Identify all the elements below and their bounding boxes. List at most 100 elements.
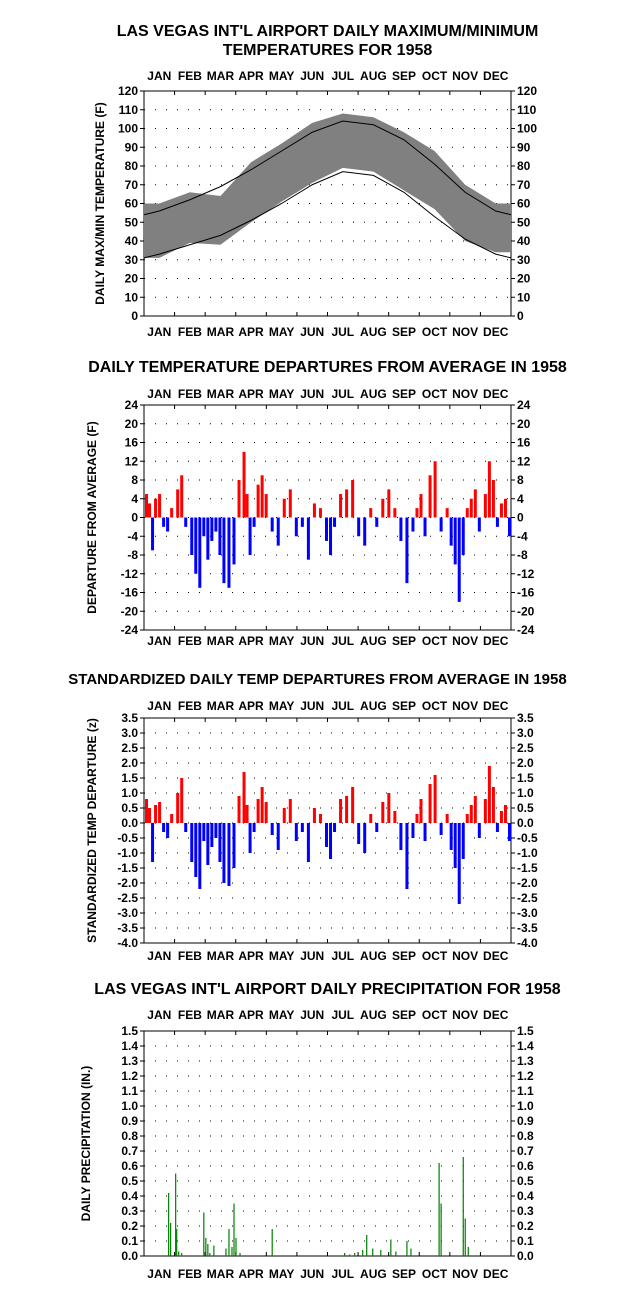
precip-bar bbox=[209, 1253, 211, 1256]
y-tick-label-right: 1.4 bbox=[517, 1039, 534, 1053]
below-average-bar bbox=[194, 517, 198, 574]
x-tick-label-bottom: NOV bbox=[452, 1267, 478, 1281]
above-average-bar bbox=[237, 480, 241, 518]
x-tick-label-top: MAY bbox=[269, 69, 295, 83]
below-average-bar bbox=[198, 517, 202, 588]
x-tick-label-top: OCT bbox=[422, 387, 448, 401]
x-tick-label-top: DEC bbox=[483, 69, 509, 83]
precip-bar bbox=[410, 1248, 412, 1256]
x-tick-label-top: NOV bbox=[452, 699, 478, 713]
below-average-bar bbox=[222, 517, 226, 584]
temperature-range-band bbox=[144, 113, 511, 258]
above-average-bar bbox=[245, 805, 249, 823]
y-tick-label-left: 16 bbox=[125, 436, 139, 450]
precip-bar bbox=[205, 1238, 207, 1256]
x-tick-label-top: JUN bbox=[300, 699, 324, 713]
y-tick-label-left: 80 bbox=[125, 159, 139, 173]
y-tick-label-left: 2.5 bbox=[121, 741, 138, 755]
above-average-bar bbox=[318, 814, 322, 823]
below-average-bar bbox=[333, 517, 337, 527]
precip-bar bbox=[233, 1203, 235, 1256]
above-average-bar bbox=[499, 811, 503, 823]
below-average-bar bbox=[232, 517, 236, 565]
y-tick-label-left: 60 bbox=[125, 197, 139, 211]
y-tick-label-right: 0.4 bbox=[517, 1189, 534, 1203]
below-average-bar bbox=[457, 517, 461, 602]
precip-bar bbox=[178, 1251, 180, 1256]
x-tick-label-bottom: SEP bbox=[392, 949, 416, 963]
above-average-bar bbox=[170, 814, 174, 823]
above-average-bar bbox=[339, 799, 343, 823]
above-average-bar bbox=[381, 498, 385, 518]
below-average-bar bbox=[248, 823, 252, 853]
below-average-bar bbox=[151, 517, 155, 551]
above-average-bar bbox=[487, 766, 491, 823]
y-tick-label-left: 40 bbox=[125, 234, 139, 248]
above-average-bar bbox=[154, 498, 158, 518]
precip-bar bbox=[366, 1235, 368, 1256]
above-average-bar bbox=[288, 799, 292, 823]
y-axis-label: DAILY MAX/MIN TEMPERATURE (F) bbox=[93, 102, 107, 304]
x-tick-label-bottom: NOV bbox=[452, 325, 478, 339]
y-axis-label: DEPARTURE FROM AVERAGE (F) bbox=[85, 421, 99, 613]
chart-title: LAS VEGAS INT'L AIRPORT DAILY PRECIPITAT… bbox=[94, 981, 561, 998]
above-average-bar bbox=[428, 784, 432, 823]
above-average-bar bbox=[154, 805, 158, 823]
y-tick-label-left: 1.1 bbox=[121, 1084, 138, 1098]
above-average-bar bbox=[256, 484, 260, 518]
y-axis-label: STANDARDIZED TEMP DEPARTURE (z) bbox=[85, 718, 99, 943]
below-average-bar bbox=[184, 517, 188, 527]
y-tick-label-right: 1.0 bbox=[517, 1099, 534, 1113]
below-average-bar bbox=[227, 823, 231, 886]
precip-bar bbox=[406, 1241, 408, 1256]
y-tick-label-right: -2.5 bbox=[517, 891, 538, 905]
x-tick-label-bottom: DEC bbox=[483, 634, 509, 648]
above-average-bar bbox=[256, 799, 260, 823]
below-average-bar bbox=[461, 517, 465, 555]
above-average-bar bbox=[145, 494, 149, 518]
x-tick-label-top: SEP bbox=[392, 699, 416, 713]
x-tick-label-bottom: AUG bbox=[360, 949, 387, 963]
y-tick-label-right: 0 bbox=[517, 511, 524, 525]
x-tick-label-top: MAY bbox=[269, 1008, 295, 1022]
y-tick-label-left: 0.2 bbox=[121, 1219, 138, 1233]
x-tick-label-bottom: MAR bbox=[207, 949, 235, 963]
x-tick-label-bottom: JUL bbox=[331, 949, 354, 963]
y-tick-label-left: -3.0 bbox=[117, 906, 138, 920]
normal-max-line bbox=[143, 120, 512, 216]
below-average-bar bbox=[329, 823, 333, 859]
x-tick-label-top: MAY bbox=[269, 699, 295, 713]
y-tick-label-right: -4 bbox=[517, 529, 528, 543]
below-average-bar bbox=[222, 823, 226, 883]
x-tick-label-bottom: FEB bbox=[178, 634, 202, 648]
y-tick-label-right: 1.2 bbox=[517, 1069, 534, 1083]
y-tick-label-right: 10 bbox=[517, 290, 531, 304]
above-average-bar bbox=[393, 811, 397, 823]
y-tick-label-left: 20 bbox=[125, 272, 139, 286]
x-tick-label-bottom: MAR bbox=[207, 325, 235, 339]
x-tick-label-bottom: AUG bbox=[360, 325, 387, 339]
below-average-bar bbox=[294, 517, 298, 537]
y-tick-label-right: 120 bbox=[517, 84, 537, 98]
y-tick-label-right: 110 bbox=[517, 103, 537, 117]
precip-bar bbox=[343, 1253, 346, 1256]
y-tick-label-right: 2.5 bbox=[517, 741, 534, 755]
x-tick-label-top: OCT bbox=[422, 1008, 448, 1022]
x-tick-label-top: FEB bbox=[178, 699, 202, 713]
above-average-bar bbox=[469, 805, 473, 823]
above-average-bar bbox=[282, 498, 286, 518]
y-tick-label-right: 60 bbox=[517, 197, 531, 211]
y-tick-label-right: 0.0 bbox=[517, 816, 534, 830]
x-tick-label-top: OCT bbox=[422, 699, 448, 713]
x-tick-label-bottom: AUG bbox=[360, 634, 387, 648]
x-tick-label-top: DEC bbox=[483, 387, 509, 401]
below-average-bar bbox=[190, 517, 194, 555]
below-average-bar bbox=[190, 823, 194, 862]
above-average-bar bbox=[487, 461, 491, 518]
y-tick-label-left: 0.7 bbox=[121, 1144, 138, 1158]
y-tick-label-left: 1.5 bbox=[121, 771, 138, 785]
x-tick-label-bottom: JUL bbox=[331, 634, 354, 648]
y-tick-label-right: 1.0 bbox=[517, 786, 534, 800]
precip-bar bbox=[438, 1163, 440, 1256]
